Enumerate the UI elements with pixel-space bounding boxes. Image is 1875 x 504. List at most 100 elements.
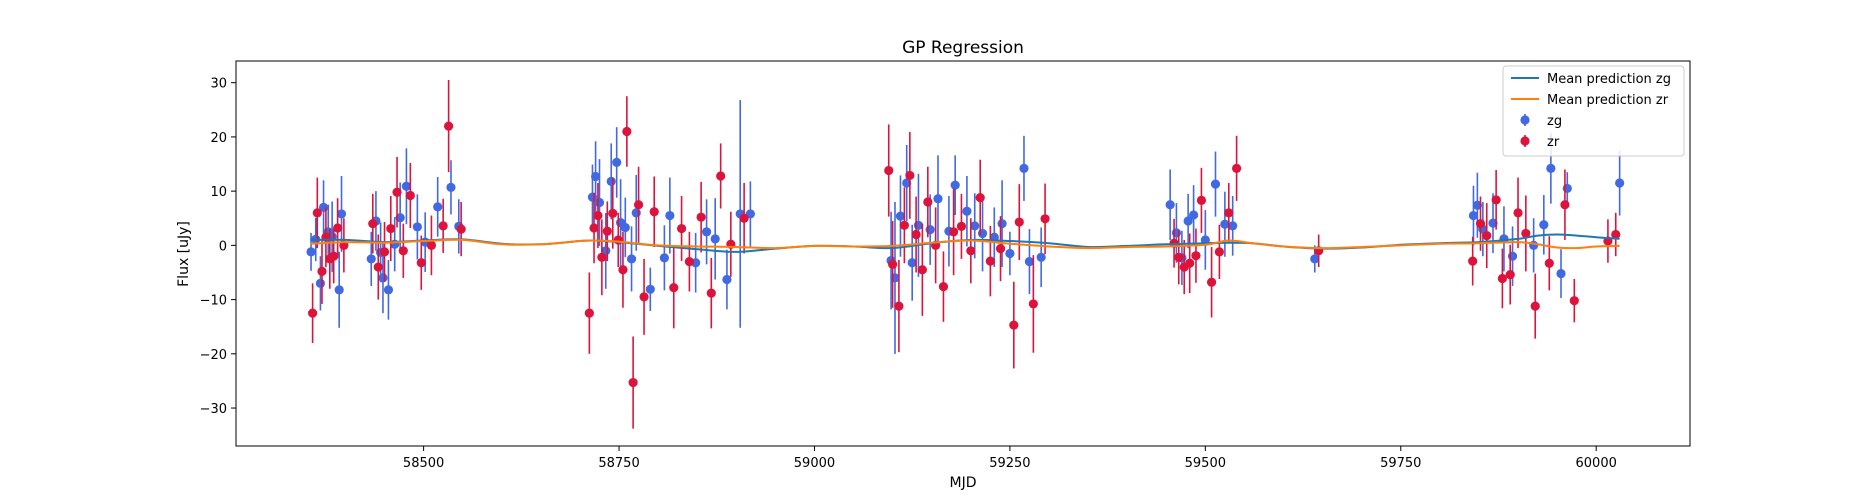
- data-point: [975, 193, 985, 203]
- data-point: [386, 223, 396, 234]
- data-point: [639, 292, 649, 302]
- data-point: [379, 247, 390, 257]
- data-point: [923, 197, 933, 207]
- data-point: [1165, 200, 1175, 210]
- data-point: [1539, 220, 1549, 230]
- data-point: [1036, 252, 1046, 262]
- y-tick-label: −30: [200, 402, 227, 417]
- data-point: [1569, 296, 1579, 306]
- data-point: [902, 178, 912, 188]
- data-point: [315, 278, 326, 288]
- data-point: [1544, 258, 1554, 268]
- data-point: [333, 223, 343, 233]
- data-point: [306, 247, 316, 257]
- data-point: [1185, 258, 1195, 268]
- data-point: [1189, 210, 1199, 220]
- y-tick-label: −20: [200, 348, 227, 363]
- data-point: [584, 308, 594, 318]
- data-point: [649, 207, 659, 217]
- data-point: [1468, 256, 1478, 266]
- data-point: [917, 265, 927, 275]
- data-point: [669, 283, 679, 293]
- data-point: [1562, 183, 1572, 194]
- data-point: [696, 212, 706, 222]
- data-point: [962, 206, 972, 216]
- data-point: [899, 220, 909, 230]
- data-point: [1174, 252, 1184, 262]
- data-point: [312, 208, 322, 218]
- data-point: [405, 190, 415, 201]
- data-point: [911, 229, 921, 240]
- data-point: [1475, 219, 1486, 229]
- line-Mean prediction zg: [310, 233, 1620, 253]
- data-point: [1224, 208, 1234, 218]
- data-point: [626, 254, 637, 264]
- legend-label: zg: [1547, 114, 1562, 129]
- data-point: [1488, 218, 1498, 228]
- data-point: [1556, 268, 1566, 279]
- data-point: [949, 227, 959, 237]
- data-point: [1310, 254, 1320, 264]
- data-point: [612, 157, 622, 168]
- data-point: [907, 258, 917, 268]
- data-point: [938, 281, 949, 292]
- data-point: [1040, 214, 1050, 224]
- y-tick-label: 0: [219, 239, 227, 254]
- data-point: [368, 219, 378, 229]
- data-point: [970, 221, 980, 231]
- data-point: [1615, 178, 1625, 188]
- x-tick-label: 59000: [794, 456, 835, 471]
- data-point: [645, 284, 655, 294]
- x-tick-label: 59500: [1185, 456, 1226, 471]
- data-point: [433, 202, 443, 212]
- data-point: [392, 187, 402, 197]
- data-point: [1206, 277, 1217, 287]
- data-point: [1009, 320, 1019, 330]
- data-point: [401, 181, 412, 191]
- data-point: [1468, 210, 1479, 221]
- data-point: [1171, 228, 1182, 238]
- data-point: [631, 208, 641, 218]
- plot-frame: [235, 60, 1691, 447]
- data-point: [398, 246, 408, 256]
- data-point: [438, 221, 448, 231]
- data-point: [620, 222, 630, 233]
- data-point: [1220, 219, 1230, 229]
- data-point: [378, 273, 388, 283]
- y-axis-label: Flux [uJy]: [176, 221, 192, 287]
- y-tick-label: 30: [210, 77, 227, 92]
- data-point: [329, 251, 339, 261]
- data-point: [383, 285, 394, 295]
- data-point: [1024, 257, 1035, 267]
- legend-label: Mean prediction zr: [1547, 93, 1669, 108]
- data-point: [608, 208, 618, 218]
- data-point: [966, 246, 976, 256]
- y-tick-label: 20: [210, 131, 227, 146]
- legend: Mean prediction zg Mean prediction zr zg zr: [1502, 65, 1685, 157]
- data-point: [925, 225, 935, 235]
- data-point: [884, 165, 894, 176]
- data-point: [888, 259, 898, 269]
- data-point: [317, 266, 327, 276]
- data-point: [444, 121, 454, 131]
- data-point: [602, 226, 612, 236]
- data-point: [950, 180, 960, 190]
- data-point: [1529, 240, 1539, 250]
- data-point: [684, 257, 694, 267]
- data-point: [618, 265, 628, 275]
- data-point: [597, 252, 607, 262]
- data-point: [1183, 216, 1193, 226]
- data-point: [985, 256, 995, 266]
- data-point: [739, 213, 749, 223]
- data-point: [336, 209, 347, 219]
- data-point: [1228, 221, 1238, 231]
- data-point: [416, 258, 426, 268]
- legend-label: zr: [1547, 135, 1560, 150]
- x-tick-label: 60000: [1576, 456, 1617, 471]
- data-point: [1191, 251, 1201, 261]
- x-tick-label: 59750: [1380, 456, 1421, 471]
- data-point: [995, 244, 1006, 254]
- x-tick-label: 58500: [403, 456, 444, 471]
- data-point: [1521, 228, 1531, 239]
